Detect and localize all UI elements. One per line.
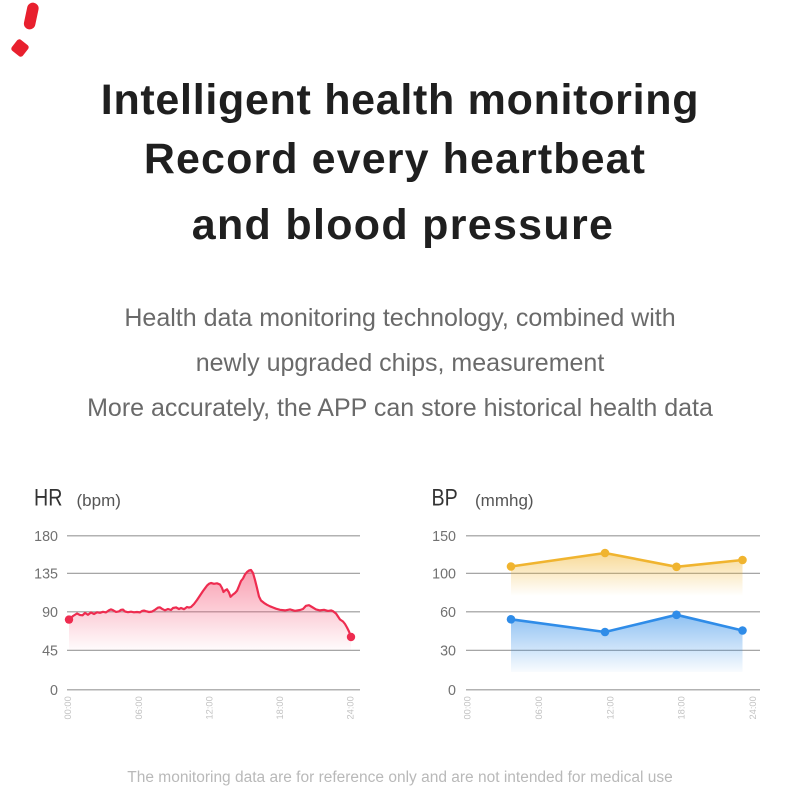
svg-text:24:00: 24:00 bbox=[748, 696, 758, 719]
svg-text:90: 90 bbox=[42, 605, 58, 621]
svg-text:0: 0 bbox=[50, 683, 58, 699]
svg-text:12:00: 12:00 bbox=[605, 696, 615, 719]
svg-text:0: 0 bbox=[448, 683, 456, 699]
svg-text:180: 180 bbox=[34, 529, 58, 545]
svg-text:100: 100 bbox=[432, 566, 456, 582]
svg-text:30: 30 bbox=[440, 643, 456, 659]
svg-text:(mmhg): (mmhg) bbox=[475, 491, 534, 510]
svg-text:24:00: 24:00 bbox=[345, 696, 355, 719]
svg-text:150: 150 bbox=[432, 529, 456, 545]
svg-text:00:00: 00:00 bbox=[463, 696, 473, 719]
svg-text:BP: BP bbox=[432, 484, 458, 511]
svg-text:18:00: 18:00 bbox=[275, 696, 285, 719]
svg-text:12:00: 12:00 bbox=[204, 696, 214, 719]
svg-text:60: 60 bbox=[440, 605, 456, 621]
svg-text:06:00: 06:00 bbox=[534, 696, 544, 719]
svg-text:45: 45 bbox=[42, 643, 58, 659]
svg-text:06:00: 06:00 bbox=[134, 696, 144, 719]
svg-text:18:00: 18:00 bbox=[677, 696, 687, 719]
svg-text:HR: HR bbox=[34, 484, 62, 511]
svg-text:(bpm): (bpm) bbox=[77, 491, 121, 510]
svg-text:135: 135 bbox=[34, 566, 58, 582]
svg-text:00:00: 00:00 bbox=[63, 696, 73, 719]
